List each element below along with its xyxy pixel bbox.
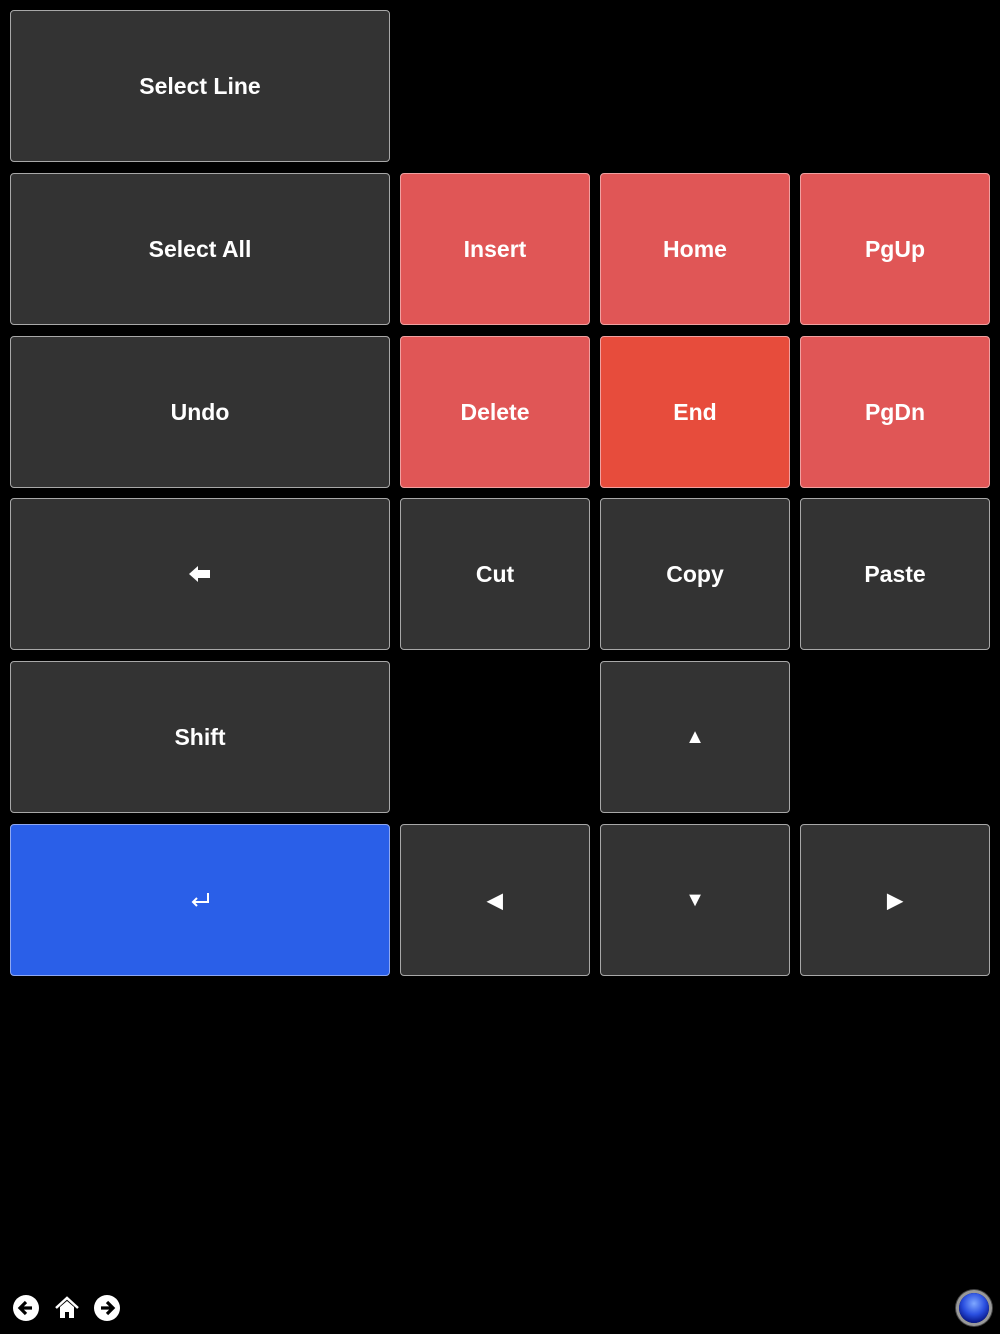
home-icon[interactable]: [53, 1294, 81, 1322]
copy-button[interactable]: Copy: [600, 498, 790, 650]
delete-button[interactable]: Delete: [400, 336, 590, 488]
end-button[interactable]: End: [600, 336, 790, 488]
back-icon[interactable]: [12, 1294, 40, 1322]
status-orb-icon[interactable]: [959, 1293, 989, 1323]
home-button[interactable]: Home: [600, 173, 790, 325]
arrow-down-button[interactable]: ▼: [600, 824, 790, 976]
paste-button[interactable]: Paste: [800, 498, 990, 650]
undo-button[interactable]: Undo: [10, 336, 390, 488]
backspace-arrow-icon: [189, 566, 210, 582]
select-line-button[interactable]: Select Line: [10, 10, 390, 162]
arrow-left-button[interactable]: ◀: [400, 824, 590, 976]
select-all-button[interactable]: Select All: [10, 173, 390, 325]
backspace-button[interactable]: [10, 498, 390, 650]
enter-icon: [191, 893, 209, 907]
arrow-up-button[interactable]: ▲: [600, 661, 790, 813]
shift-button[interactable]: Shift: [10, 661, 390, 813]
arrow-right-button[interactable]: ▶: [800, 824, 990, 976]
enter-button[interactable]: [10, 824, 390, 976]
forward-icon[interactable]: [93, 1294, 121, 1322]
pgup-button[interactable]: PgUp: [800, 173, 990, 325]
insert-button[interactable]: Insert: [400, 173, 590, 325]
cut-button[interactable]: Cut: [400, 498, 590, 650]
pgdn-button[interactable]: PgDn: [800, 336, 990, 488]
